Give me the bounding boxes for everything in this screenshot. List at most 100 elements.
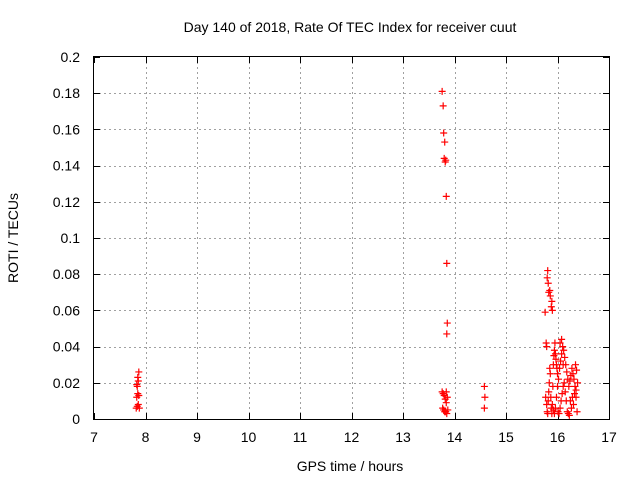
- data-point: [135, 368, 143, 376]
- data-point: [565, 382, 573, 390]
- y-tick-label: 0.1: [61, 230, 81, 246]
- data-point: [559, 343, 567, 351]
- data-point: [541, 308, 549, 316]
- data-point: [481, 393, 489, 401]
- data-point: [556, 339, 564, 347]
- data-point: [544, 279, 552, 287]
- x-tick-labels: 7 8 9 10 11 12 13 14 15 16 17: [90, 429, 617, 445]
- data-point: [444, 406, 452, 414]
- data-point: [443, 319, 451, 327]
- x-tick-label: 8: [142, 429, 150, 445]
- y-tick-label: 0.06: [53, 302, 80, 318]
- data-point: [570, 375, 578, 383]
- y-tick-label: 0.14: [53, 158, 80, 174]
- data-point: [572, 361, 580, 369]
- data-point: [552, 393, 560, 401]
- data-point: [557, 357, 565, 365]
- data-point: [573, 366, 581, 374]
- data-point: [441, 138, 449, 146]
- data-point: [543, 343, 551, 351]
- data-point: [544, 267, 552, 275]
- data-point: [573, 408, 581, 416]
- data-point: [563, 368, 571, 376]
- data-point: [556, 364, 564, 372]
- data-point: [556, 404, 564, 412]
- chart-title: Day 140 of 2018, Rate Of TEC Index for r…: [184, 19, 517, 35]
- data-point: [550, 346, 558, 354]
- y-tick-label: 0.02: [53, 375, 80, 391]
- x-tick-label: 13: [395, 429, 411, 445]
- x-tick-label: 7: [90, 429, 98, 445]
- x-tick-label: 12: [344, 429, 360, 445]
- data-point: [561, 388, 569, 396]
- data-point: [543, 274, 551, 282]
- data-point: [442, 156, 450, 164]
- data-point: [564, 410, 572, 418]
- data-point: [548, 297, 556, 305]
- y-tick-label: 0.18: [53, 85, 80, 101]
- data-point: [480, 382, 488, 390]
- data-point: [572, 386, 580, 394]
- data-point: [555, 410, 563, 418]
- data-point: [443, 259, 451, 267]
- grid-lines: [94, 57, 609, 419]
- y-tick-label: 0.04: [53, 339, 80, 355]
- data-point: [567, 404, 575, 412]
- data-point: [133, 381, 141, 389]
- data-point: [571, 382, 579, 390]
- data-point: [554, 370, 561, 378]
- data-point: [439, 102, 447, 110]
- x-tick-label: 9: [193, 429, 201, 445]
- data-point: [574, 379, 582, 387]
- x-tick-label: 11: [293, 429, 308, 445]
- data-point: [569, 401, 577, 409]
- y-tick-labels: 0 0.02 0.04 0.06 0.08 0.1 0.12 0.14 0.16 0.18 0.2: [53, 49, 80, 427]
- data-point: [558, 335, 566, 343]
- x-tick-label: 10: [241, 429, 257, 445]
- data-point: [555, 375, 563, 383]
- x-tick-label: 16: [550, 429, 566, 445]
- data-point: [558, 390, 566, 398]
- data-point: [566, 377, 574, 385]
- data-point: [442, 399, 450, 407]
- y-tick-label: 0: [72, 411, 80, 427]
- y-tick-label: 0.08: [53, 266, 80, 282]
- data-point: [570, 390, 578, 398]
- data-point: [443, 330, 451, 338]
- data-point: [548, 401, 556, 409]
- data-point: [558, 350, 566, 358]
- plot-frame: [93, 56, 610, 420]
- axis-ticks: [94, 57, 610, 420]
- y-tick-label: 0.12: [53, 194, 80, 210]
- data-point: [443, 410, 451, 418]
- data-points: [132, 87, 582, 419]
- data-point: [561, 353, 569, 361]
- data-point: [440, 129, 448, 137]
- data-point: [566, 397, 574, 405]
- data-point: [559, 361, 567, 369]
- data-point: [135, 404, 143, 412]
- data-point: [560, 379, 568, 387]
- data-point: [440, 154, 448, 162]
- data-point: [442, 192, 450, 200]
- data-point: [443, 393, 451, 401]
- data-point: [134, 373, 142, 381]
- x-tick-label: 15: [498, 429, 514, 445]
- data-point: [546, 292, 554, 300]
- data-point: [546, 370, 554, 378]
- x-axis-label: GPS time / hours: [297, 458, 404, 474]
- data-point: [569, 370, 577, 378]
- x-tick-label: 17: [601, 429, 617, 445]
- data-point: [568, 364, 576, 372]
- data-point: [568, 393, 576, 401]
- data-point: [442, 388, 450, 396]
- data-point: [548, 306, 556, 314]
- data-point: [135, 391, 143, 399]
- y-tick-label: 0.16: [53, 121, 80, 137]
- data-point: [545, 388, 553, 396]
- data-point: [438, 87, 446, 95]
- data-point: [565, 411, 573, 419]
- data-point: [480, 404, 488, 412]
- y-tick-label: 0.2: [61, 49, 81, 65]
